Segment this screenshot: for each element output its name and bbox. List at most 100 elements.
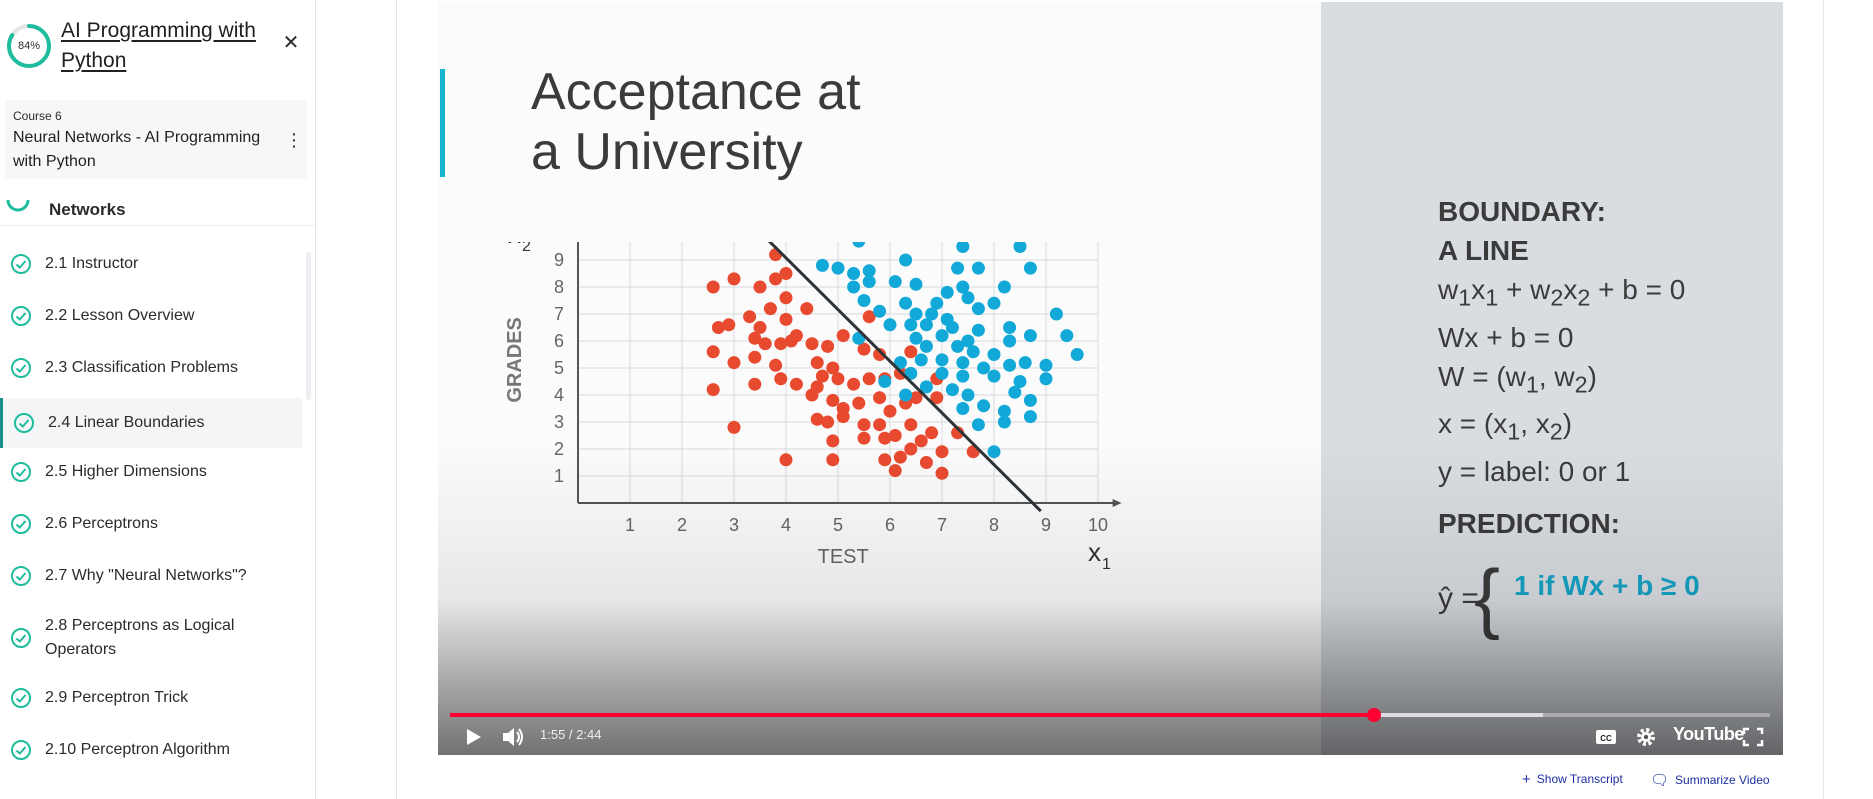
data-point-blue xyxy=(1013,242,1027,253)
settings-gear-icon[interactable] xyxy=(1633,722,1659,752)
data-point-blue xyxy=(857,294,871,307)
section-progress-icon xyxy=(6,199,30,212)
y-tick-label: 9 xyxy=(554,250,564,270)
data-point-blue xyxy=(878,375,892,388)
y-axis-title: GRADES xyxy=(504,317,526,403)
data-point-red xyxy=(883,404,897,418)
data-point-red xyxy=(878,453,892,467)
data-point-blue xyxy=(1023,261,1037,275)
data-point-red xyxy=(904,418,918,432)
y-tick-label: 1 xyxy=(554,466,564,486)
video-player[interactable]: Acceptance at a University 1 2 3 4 5 6 7 8 9 10 1 2… xyxy=(438,2,1783,755)
brace-symbol: { xyxy=(1474,553,1501,641)
data-point-red xyxy=(800,302,814,316)
data-point-red xyxy=(789,377,803,391)
data-point-red xyxy=(805,337,819,351)
boundary-heading-1: BOUNDARY: xyxy=(1438,196,1606,227)
data-point-blue xyxy=(831,261,845,275)
y-tick-label: 4 xyxy=(554,385,564,405)
sidebar-scrollbar[interactable] xyxy=(306,252,311,400)
program-title-link[interactable]: AI Programming with Python xyxy=(61,19,256,72)
summarize-video-button[interactable]: 🗨 Summarize Video xyxy=(1650,771,1770,789)
play-icon[interactable] xyxy=(462,722,486,752)
check-circle-icon xyxy=(11,688,31,708)
lesson-item[interactable]: 2.6 Perceptrons xyxy=(0,502,302,546)
data-point-blue xyxy=(862,264,876,278)
volume-icon[interactable] xyxy=(500,722,526,752)
data-point-blue xyxy=(873,304,887,318)
data-point-blue xyxy=(899,253,913,267)
close-icon[interactable]: ✕ xyxy=(282,32,300,54)
y-tick-label: 7 xyxy=(554,304,564,324)
y-tick-label: 8 xyxy=(554,277,564,297)
data-point-blue xyxy=(847,267,861,280)
data-point-blue xyxy=(1049,307,1063,321)
data-point-blue xyxy=(987,369,1001,383)
lesson-item[interactable]: 2.5 Higher Dimensions xyxy=(0,450,302,494)
data-point-red xyxy=(706,280,720,294)
lesson-item[interactable]: 2.1 Instructor xyxy=(0,242,302,286)
check-circle-icon xyxy=(11,462,31,482)
lesson-item[interactable]: 2.2 Lesson Overview xyxy=(0,294,302,338)
check-circle-icon xyxy=(11,306,31,326)
youtube-logo[interactable]: YouTube xyxy=(1673,724,1744,744)
lesson-item[interactable]: 2.7 Why "Neural Networks"? xyxy=(0,554,302,598)
more-options-icon[interactable]: ⋮ xyxy=(285,130,303,150)
equation-label: y = label: 0 or 1 xyxy=(1438,455,1631,487)
x-tick-label: 1 xyxy=(625,515,635,535)
lesson-item[interactable]: 2.8 Perceptrons as Logical Operators xyxy=(0,606,302,670)
data-point-red xyxy=(821,415,835,429)
data-point-blue xyxy=(997,280,1011,294)
data-point-red xyxy=(904,345,918,359)
x-axis-arrow xyxy=(1112,499,1122,507)
captions-icon[interactable]: CC xyxy=(1594,722,1618,752)
data-point-red xyxy=(727,272,741,286)
data-point-red xyxy=(826,361,840,375)
section-header-row[interactable] xyxy=(0,190,315,226)
check-circle-icon xyxy=(11,254,31,274)
equation-line-eq: w1x1 + w2x2 + b = 0 xyxy=(1438,274,1686,311)
data-point-red xyxy=(888,464,902,478)
data-point-blue xyxy=(935,353,949,367)
data-point-blue xyxy=(956,280,970,294)
data-point-red xyxy=(805,388,819,402)
data-point-blue xyxy=(961,291,975,305)
data-point-red xyxy=(873,391,887,405)
scrubber-handle[interactable] xyxy=(1367,708,1381,722)
data-point-red xyxy=(769,358,783,372)
progress-played xyxy=(450,713,1374,717)
course-sidebar: 84% AI Programming with Python ✕ Course … xyxy=(0,0,316,799)
data-point-blue xyxy=(956,356,970,370)
lesson-item[interactable]: 2.10 Perceptron Algorithm xyxy=(0,728,302,772)
data-point-red xyxy=(935,466,949,480)
data-point-red xyxy=(857,418,871,432)
data-point-red xyxy=(722,318,736,332)
data-point-red xyxy=(821,339,835,353)
x-tick-label: 6 xyxy=(885,515,895,535)
data-point-red xyxy=(779,453,793,467)
lesson-item[interactable]: 2.3 Classification Problems xyxy=(0,346,302,390)
data-point-blue xyxy=(919,380,933,394)
data-point-blue xyxy=(1023,329,1037,343)
yhat-symbol: ŷ = xyxy=(1438,582,1479,615)
data-point-blue xyxy=(1039,372,1053,386)
content-right-border xyxy=(1823,0,1824,799)
lesson-item[interactable]: 2.4 Linear Boundaries xyxy=(0,398,302,448)
lesson-item[interactable]: 2.9 Perceptron Trick xyxy=(0,676,302,720)
progress-ring: 84% xyxy=(6,23,52,69)
data-point-blue xyxy=(1018,356,1032,370)
data-point-blue xyxy=(1039,358,1053,372)
progress-bar[interactable] xyxy=(450,708,1770,722)
x-tick-label: 7 xyxy=(937,515,947,535)
prediction-heading: PREDICTION: xyxy=(1438,508,1620,539)
data-point-red xyxy=(748,350,762,364)
show-transcript-button[interactable]: + Show Transcript xyxy=(1522,771,1623,788)
data-point-red xyxy=(758,337,772,351)
y-tick-label: 10 xyxy=(544,242,564,243)
data-point-blue xyxy=(977,399,991,413)
data-point-red xyxy=(779,291,793,305)
data-point-blue xyxy=(997,404,1011,418)
scatter-plot: 1234567891012345678910TESTGRADESx1x2 xyxy=(504,242,1122,573)
data-point-red xyxy=(836,329,850,343)
fullscreen-icon[interactable] xyxy=(1741,722,1765,752)
